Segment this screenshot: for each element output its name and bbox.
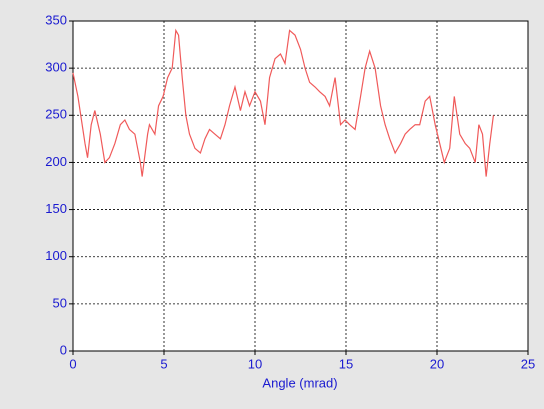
x-tick-label: 5 <box>160 356 167 371</box>
y-tick-label: 50 <box>53 295 67 310</box>
y-tick-label: 350 <box>45 12 67 27</box>
y-tick-label: 300 <box>45 60 67 75</box>
y-tick-label: 0 <box>60 342 67 357</box>
y-tick-label: 200 <box>45 154 67 169</box>
x-tick-label: 15 <box>339 356 353 371</box>
x-tick-label: 20 <box>430 356 444 371</box>
x-axis-label: Angle (mrad) <box>262 375 337 390</box>
x-tick-label: 0 <box>69 356 76 371</box>
data-line <box>72 28 495 177</box>
y-tick-label: 100 <box>45 248 67 263</box>
x-tick-label: 10 <box>248 356 262 371</box>
x-tick-label: 25 <box>521 356 535 371</box>
plot-area <box>72 20 529 352</box>
y-tick-label: 150 <box>45 201 67 216</box>
y-tick-label: 250 <box>45 107 67 122</box>
